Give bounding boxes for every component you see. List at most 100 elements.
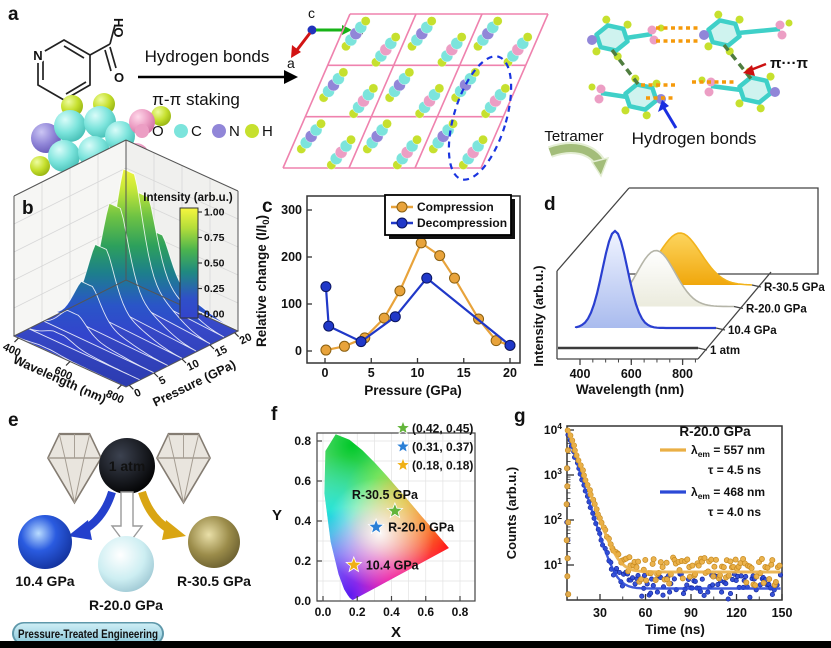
colorbar-tick-label: 1.00 — [204, 207, 225, 219]
tspan: 0 — [261, 219, 272, 224]
legend-label: Decompression — [417, 216, 507, 230]
decay-point — [639, 593, 645, 599]
axis-origin-dot — [307, 25, 317, 35]
decay-point — [660, 592, 666, 598]
panel-a: a N HO O Hydrogen bonds π-π staking — [8, 4, 808, 190]
y-axis-title: Intensity (arb.u.) — [531, 265, 546, 366]
surface-ridge — [83, 202, 197, 352]
panel-a-label: a — [8, 4, 19, 25]
legend-coord-label: (0.18, 0.18) — [412, 459, 473, 473]
molecule-rod-atom — [522, 32, 533, 42]
decay-point — [565, 519, 572, 526]
legend-coord-label: (0.42, 0.45) — [412, 422, 473, 436]
pyridine-ring — [37, 39, 91, 101]
spectrum-tick — [697, 347, 708, 351]
tetramer-o-atom — [704, 87, 714, 97]
x-tick-label: 150 — [772, 606, 793, 620]
decay-point — [663, 559, 670, 566]
tetramer-h-atom — [621, 106, 630, 115]
tspan: em — [698, 449, 711, 459]
spectrum-tick — [715, 327, 726, 331]
molecule-rod-atom — [492, 16, 503, 26]
c-sphere — [48, 140, 80, 172]
plot-frame — [316, 432, 476, 602]
x-axis-title: Time (ns) — [645, 622, 705, 637]
y-tick-label: 0 — [132, 387, 143, 400]
x-tick-label: 5 — [368, 366, 375, 380]
data-point-compression — [415, 237, 427, 249]
panel-e-pressure-scheme: e 1 atm 10.4 GPa R-20.0 GPa R-30.5 GPa P… — [8, 410, 251, 645]
panel-e-label: e — [8, 410, 19, 431]
data-point-decompression — [323, 320, 335, 332]
decay-point — [692, 578, 698, 584]
legend-box — [384, 194, 512, 236]
sphere-r-30-gpa — [188, 516, 240, 568]
decay-point — [564, 465, 570, 472]
decay-point — [732, 556, 739, 563]
legend-tau-label: τ = 4.0 ns — [708, 505, 761, 519]
legend-star — [395, 438, 411, 453]
molecule-rod-atom — [478, 134, 488, 145]
bottom-rule — [0, 641, 831, 648]
decay-point — [641, 572, 648, 578]
tetramer-carboxyl-bond — [600, 90, 628, 100]
data-point-decompression — [355, 336, 367, 348]
data-point-compression — [338, 340, 350, 352]
data-point-decompression — [389, 311, 401, 323]
molecule-rod-atom — [456, 32, 467, 42]
tetramer-h-atom — [592, 47, 601, 56]
molecule-rod-atom — [316, 118, 326, 129]
sphere-10-4-gpa — [18, 515, 72, 569]
surface-ridge — [69, 243, 183, 359]
data-point-compression — [449, 272, 460, 284]
molecule-rod-atom — [412, 134, 422, 145]
tspan: 10 — [544, 468, 558, 482]
spectrum-label: 10.4 GPa — [728, 325, 777, 337]
sphere-r-20-gpa — [98, 536, 154, 592]
molecule-rod-atom — [382, 118, 392, 129]
y-tick — [128, 384, 134, 390]
colorbar-title: Intensity (arb.u.) — [143, 192, 233, 204]
tetramer-ring — [594, 23, 630, 53]
y-tick-label: 100 — [281, 297, 302, 311]
ho-group-label: HO — [111, 18, 126, 38]
n-legend-dot — [212, 124, 226, 138]
surface-ridge — [27, 327, 141, 381]
y-tick-label: 10 — [185, 358, 201, 374]
decay-point — [733, 577, 739, 584]
decay-point — [748, 565, 755, 572]
decay-point — [654, 589, 660, 595]
x-axis-title: Wavelength (nm) — [576, 382, 684, 397]
decay-point — [772, 579, 779, 585]
decay-point — [635, 572, 641, 579]
legend-tau-label: τ = 4.5 ns — [708, 463, 761, 477]
plot-frame — [566, 425, 783, 601]
x-tick-label: 15 — [457, 366, 471, 380]
tetramer-structure — [587, 10, 793, 120]
y-tick — [153, 372, 159, 378]
h-sphere — [30, 156, 50, 176]
decay-point — [684, 556, 691, 563]
o-legend-dot — [135, 124, 149, 138]
molecule-rod-atom — [404, 67, 415, 78]
data-point-compression — [394, 285, 406, 297]
decay-point — [565, 591, 572, 598]
right-diamond — [155, 432, 212, 504]
colorbar — [179, 207, 199, 319]
tspan: λ — [691, 485, 698, 499]
decay-point — [613, 566, 620, 572]
spectrum-label: 1 atm — [710, 345, 740, 357]
decay-point — [643, 577, 650, 584]
decay-point — [710, 582, 716, 588]
h-legend-dot — [245, 124, 259, 138]
box-edge — [13, 139, 239, 336]
y-tick-label: 0.0 — [294, 594, 311, 608]
y-tick-label: 5 — [157, 374, 168, 387]
banner — [14, 623, 162, 644]
colorbar-tick-label: 0.00 — [204, 309, 225, 321]
y-tick-label: 15 — [213, 344, 229, 360]
axis-a-label: a — [287, 55, 295, 71]
decay-point — [776, 562, 783, 569]
